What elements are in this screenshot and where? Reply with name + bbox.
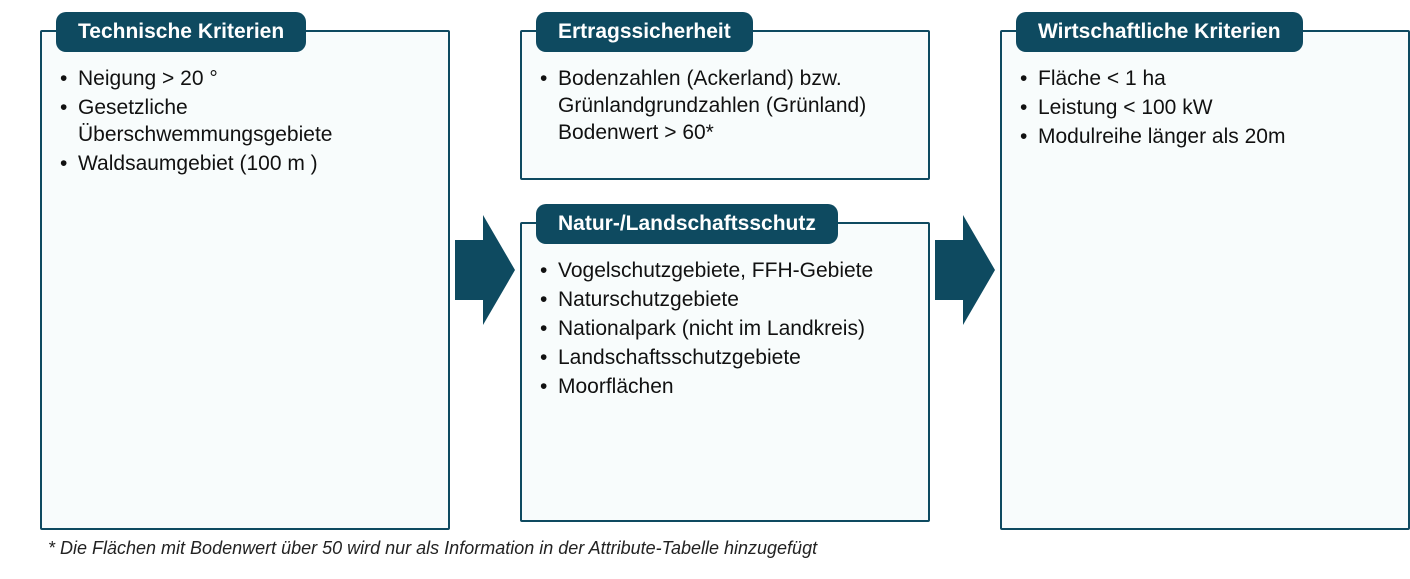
list-item: Vogelschutzgebiete, FFH-Gebiete: [540, 258, 910, 285]
arrow-2: [930, 10, 1000, 530]
list-wirtschaft: Fläche < 1 haLeistung < 100 kWModulreihe…: [1020, 66, 1390, 151]
list-item: Moorflächen: [540, 374, 910, 401]
list-item: Landschaftsschutzgebiete: [540, 345, 910, 372]
column-3: Wirtschaftliche Kriterien Fläche < 1 haL…: [1000, 30, 1410, 530]
panel-technische-kriterien: Technische Kriterien Neigung > 20 °Geset…: [40, 30, 450, 530]
column-2: Ertragssicherheit Bodenzahlen (Ackerland…: [520, 30, 930, 530]
list-ertrag: Bodenzahlen (Ackerland) bzw. Grünlandgru…: [540, 66, 910, 147]
list-technische: Neigung > 20 °Gesetzliche Überschwemmung…: [60, 66, 430, 178]
list-naturschutz: Vogelschutzgebiete, FFH-GebieteNaturschu…: [540, 258, 910, 400]
list-item: Waldsaumgebiet (100 m ): [60, 151, 430, 178]
panel-title-wirtschaft: Wirtschaftliche Kriterien: [1016, 12, 1303, 52]
column-1: Technische Kriterien Neigung > 20 °Geset…: [40, 30, 450, 530]
panel-wirtschaftliche: Wirtschaftliche Kriterien Fläche < 1 haL…: [1000, 30, 1410, 530]
list-item: Modulreihe länger als 20m: [1020, 124, 1390, 151]
list-item: Neigung > 20 °: [60, 66, 430, 93]
panel-title-ertrag: Ertragssicherheit: [536, 12, 753, 52]
arrow-right-icon: [935, 215, 995, 325]
arrow-1: [450, 10, 520, 530]
panel-naturschutz: Natur-/Landschaftsschutz Vogelschutzgebi…: [520, 222, 930, 522]
list-item: Fläche < 1 ha: [1020, 66, 1390, 93]
list-item: Nationalpark (nicht im Landkreis): [540, 316, 910, 343]
list-item: Bodenzahlen (Ackerland) bzw. Grünlandgru…: [540, 66, 910, 147]
list-item: Gesetzliche Überschwemmungsgebiete: [60, 95, 430, 149]
list-item: Leistung < 100 kW: [1020, 95, 1390, 122]
panel-title-technische: Technische Kriterien: [56, 12, 306, 52]
panel-title-naturschutz: Natur-/Landschaftsschutz: [536, 204, 838, 244]
list-item: Naturschutzgebiete: [540, 287, 910, 314]
arrow-right-icon: [455, 215, 515, 325]
diagram-row: Technische Kriterien Neigung > 20 °Geset…: [40, 10, 1370, 530]
panel-ertragssicherheit: Ertragssicherheit Bodenzahlen (Ackerland…: [520, 30, 930, 180]
footnote: * Die Flächen mit Bodenwert über 50 wird…: [48, 538, 1370, 559]
